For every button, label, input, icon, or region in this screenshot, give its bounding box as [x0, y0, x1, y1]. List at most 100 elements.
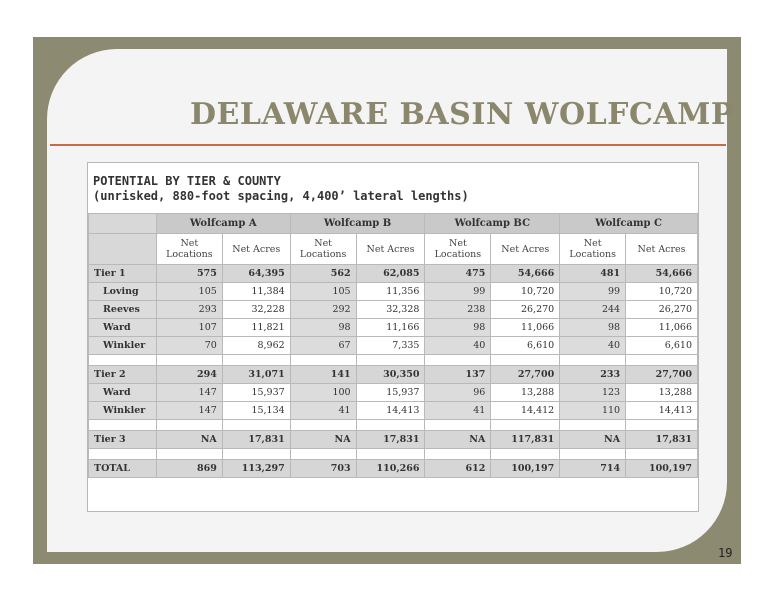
net-locations-cell: 105 [155, 282, 223, 301]
net-locations-cell: 96 [424, 383, 492, 402]
net-acres-cell: 11,066 [625, 318, 698, 337]
net-acres-cell: 62,085 [355, 264, 426, 283]
row-label: Winkler [88, 336, 157, 355]
table-heading-line-2: (unrisked, 880-foot spacing, 4,400’ late… [93, 189, 469, 203]
net-locations-cell: 70 [155, 336, 223, 355]
county-row: Winkler 70 8,962 67 7,335 40 6,610 40 6,610 [88, 336, 698, 355]
row-label: Ward [88, 383, 157, 402]
spacer-cell [625, 354, 698, 366]
subheader-net-locations: Net Locations [424, 233, 492, 265]
subheader-net-locations-line: Locations [299, 249, 347, 260]
county-row: Reeves 293 32,228 292 32,328 238 26,270 244 26,2… [88, 300, 698, 319]
net-locations-cell: 481 [559, 264, 627, 283]
net-locations-cell: 40 [559, 336, 627, 355]
spacer-row [88, 419, 698, 431]
spacer-cell [490, 354, 561, 366]
spacer-cell [559, 419, 627, 431]
net-locations-cell: 67 [289, 336, 357, 355]
net-acres-cell: 7,335 [355, 336, 426, 355]
spacer-cell [490, 448, 561, 460]
county-row: Loving 105 11,384 105 11,356 99 10,720 99 10,720 [88, 282, 698, 301]
net-acres-cell: 100,197 [625, 459, 698, 478]
net-acres-cell: 54,666 [625, 264, 698, 283]
net-acres-cell: 6,610 [625, 336, 698, 355]
net-locations-cell: 99 [424, 282, 492, 301]
net-locations-cell: 244 [559, 300, 627, 319]
net-acres-cell: 13,288 [490, 383, 561, 402]
net-locations-cell: 98 [289, 318, 357, 337]
subheader-net-locations-line: Net [583, 238, 602, 249]
table-heading: POTENTIAL BY TIER & COUNTY (unrisked, 88… [93, 174, 469, 204]
row-label: Reeves [88, 300, 157, 319]
spacer-cell [424, 354, 492, 366]
corner-cell [88, 213, 157, 234]
net-locations-cell: 233 [559, 365, 627, 384]
net-acres-cell: 15,937 [221, 383, 291, 402]
corner-cell [88, 233, 157, 265]
net-locations-cell: 293 [155, 300, 223, 319]
net-locations-cell: NA [424, 430, 492, 449]
county-row: Ward 147 15,937 100 15,937 96 13,288 123 13,288 [88, 383, 698, 402]
tier-row: Tier 2 294 31,071 141 30,350 137 27,700 233 27,7… [88, 365, 698, 384]
net-locations-cell: NA [155, 430, 223, 449]
spacer-cell [88, 419, 157, 431]
net-locations-cell: 41 [289, 401, 357, 420]
row-label: Loving [88, 282, 157, 301]
net-acres-cell: 11,821 [221, 318, 291, 337]
table-heading-line-1: POTENTIAL BY TIER & COUNTY [93, 174, 281, 188]
spacer-cell [221, 419, 291, 431]
net-acres-cell: 11,356 [355, 282, 426, 301]
subheader-net-locations: Net Locations [289, 233, 357, 265]
net-locations-cell: 238 [424, 300, 492, 319]
group-header: Wolfcamp A [155, 213, 291, 234]
spacer-cell [424, 448, 492, 460]
net-locations-cell: 123 [559, 383, 627, 402]
title-underline [50, 144, 726, 146]
slide-title: DELAWARE BASIN WOLFCAMP [190, 97, 734, 132]
net-acres-cell: 17,831 [625, 430, 698, 449]
spacer-row [88, 354, 698, 366]
net-acres-cell: 8,962 [221, 336, 291, 355]
subheader-net-locations-line: Locations [434, 249, 482, 260]
net-locations-cell: 703 [289, 459, 357, 478]
spacer-cell [355, 419, 426, 431]
spacer-cell [88, 354, 157, 366]
spacer-cell [559, 448, 627, 460]
net-acres-cell: 32,328 [355, 300, 426, 319]
row-label: Tier 1 [88, 264, 157, 283]
net-locations-cell: 147 [155, 401, 223, 420]
net-acres-cell: 11,166 [355, 318, 426, 337]
group-header-row: Wolfcamp A Wolfcamp B Wolfcamp BC Wolfca… [88, 213, 698, 234]
net-locations-cell: NA [289, 430, 357, 449]
tier-row: Tier 3 NA 17,831 NA 17,831 NA 117,831 NA 17,831 [88, 430, 698, 449]
net-locations-cell: 40 [424, 336, 492, 355]
table-body: Tier 1 575 64,395 562 62,085 475 54,666 481 54,6… [88, 264, 698, 478]
tier-row: Tier 1 575 64,395 562 62,085 475 54,666 481 54,6… [88, 264, 698, 283]
net-acres-cell: 17,831 [221, 430, 291, 449]
net-locations-cell: 98 [424, 318, 492, 337]
net-acres-cell: 15,134 [221, 401, 291, 420]
spacer-cell [289, 354, 357, 366]
net-acres-cell: 26,270 [490, 300, 561, 319]
net-acres-cell: 14,413 [355, 401, 426, 420]
spacer-cell [289, 419, 357, 431]
net-locations-cell: 107 [155, 318, 223, 337]
net-locations-cell: 137 [424, 365, 492, 384]
subheader-net-locations-line: Locations [569, 249, 616, 260]
row-label: Tier 3 [88, 430, 157, 449]
row-label: Winkler [88, 401, 157, 420]
spacer-cell [490, 419, 561, 431]
spacer-cell [155, 419, 223, 431]
potential-table: Wolfcamp A Wolfcamp B Wolfcamp BC Wolfca… [88, 213, 698, 478]
net-acres-cell: 110,266 [355, 459, 426, 478]
spacer-cell [155, 448, 223, 460]
net-locations-cell: 869 [155, 459, 223, 478]
subheader-net-locations-line: Locations [166, 249, 213, 260]
net-acres-cell: 117,831 [490, 430, 561, 449]
row-label: Ward [88, 318, 157, 337]
spacer-cell [221, 448, 291, 460]
spacer-cell [289, 448, 357, 460]
net-acres-cell: 10,720 [490, 282, 561, 301]
net-locations-cell: 294 [155, 365, 223, 384]
spacer-cell [424, 419, 492, 431]
